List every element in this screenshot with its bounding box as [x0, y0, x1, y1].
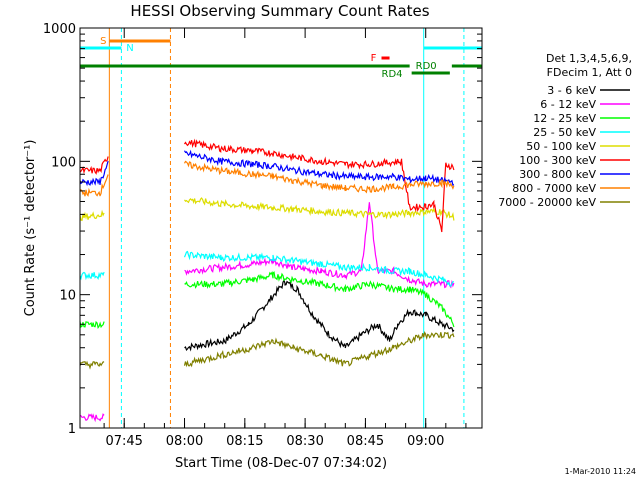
series-line-7	[79, 174, 109, 197]
series-line-4	[184, 197, 455, 221]
x-axis: 07:45 08:00 08:15 08:30 08:45 09:00	[103, 28, 467, 449]
series-line-3	[79, 271, 105, 281]
legend-label-3: 25 - 50 keV	[533, 126, 596, 139]
legend-header-line-1: Det 1,3,4,5,6,9,	[546, 52, 632, 65]
series-line-6	[183, 149, 455, 186]
x-tick-label-1: 08:00	[166, 434, 203, 449]
series-line-2	[79, 320, 105, 330]
observing-bands: S N F RD0 RD4	[80, 28, 482, 428]
x-tick-label-4: 08:45	[347, 434, 384, 449]
legend-label-2: 12 - 25 keV	[533, 112, 596, 125]
legend-label-7: 800 - 7000 keV	[512, 182, 596, 195]
annotation-s: S	[100, 36, 106, 47]
series-line-8	[183, 330, 455, 368]
x-tick-label-2: 08:15	[226, 434, 263, 449]
annotation-f: F	[371, 53, 377, 64]
series-line-0	[184, 278, 455, 352]
y-tick-label-1: 10	[59, 289, 76, 304]
annotation-rd0: RD0	[416, 61, 437, 72]
legend-label-0: 3 - 6 keV	[547, 84, 596, 97]
y-tick-label-2: 100	[51, 155, 76, 170]
series-line-8	[79, 360, 105, 370]
x-tick-label-0: 07:45	[105, 434, 142, 449]
series-line-5	[79, 156, 109, 175]
legend-label-1: 6 - 12 keV	[540, 98, 596, 111]
series-lines	[79, 138, 455, 423]
legend-label-4: 50 - 100 keV	[526, 140, 596, 153]
x-tick-label-5: 09:00	[407, 434, 444, 449]
x-axis-label: Start Time (08-Dec-07 07:34:02)	[175, 456, 387, 471]
legend-header-line-2: FDecim 1, Att 0	[547, 66, 632, 79]
series-line-7	[183, 160, 455, 194]
series-line-1	[79, 413, 105, 423]
timestamp: 1-Mar-2010 11:24	[565, 467, 636, 476]
annotation-n: N	[126, 43, 133, 54]
legend-label-8: 7000 - 20000 keV	[498, 196, 596, 209]
plot-frame	[79, 27, 483, 429]
series-line-5	[183, 138, 455, 233]
annotation-rd4: RD4	[382, 69, 403, 80]
y-axis-label: Count Rate (s⁻¹ detector⁻¹)	[23, 140, 38, 317]
series-line-3	[183, 250, 454, 287]
y-tick-label-3: 1000	[43, 22, 76, 37]
x-tick-label-3: 08:30	[286, 434, 323, 449]
y-axis: 1 10 100 1000	[43, 22, 482, 437]
series-line-4	[79, 209, 105, 222]
series-line-1	[184, 202, 455, 289]
series-line-2	[184, 270, 455, 328]
legend-label-6: 300 - 800 keV	[519, 168, 596, 181]
legend-label-5: 100 - 300 keV	[519, 154, 596, 167]
chart-title: HESSI Observing Summary Count Rates	[130, 2, 429, 20]
y-tick-label-0: 1	[68, 422, 76, 437]
